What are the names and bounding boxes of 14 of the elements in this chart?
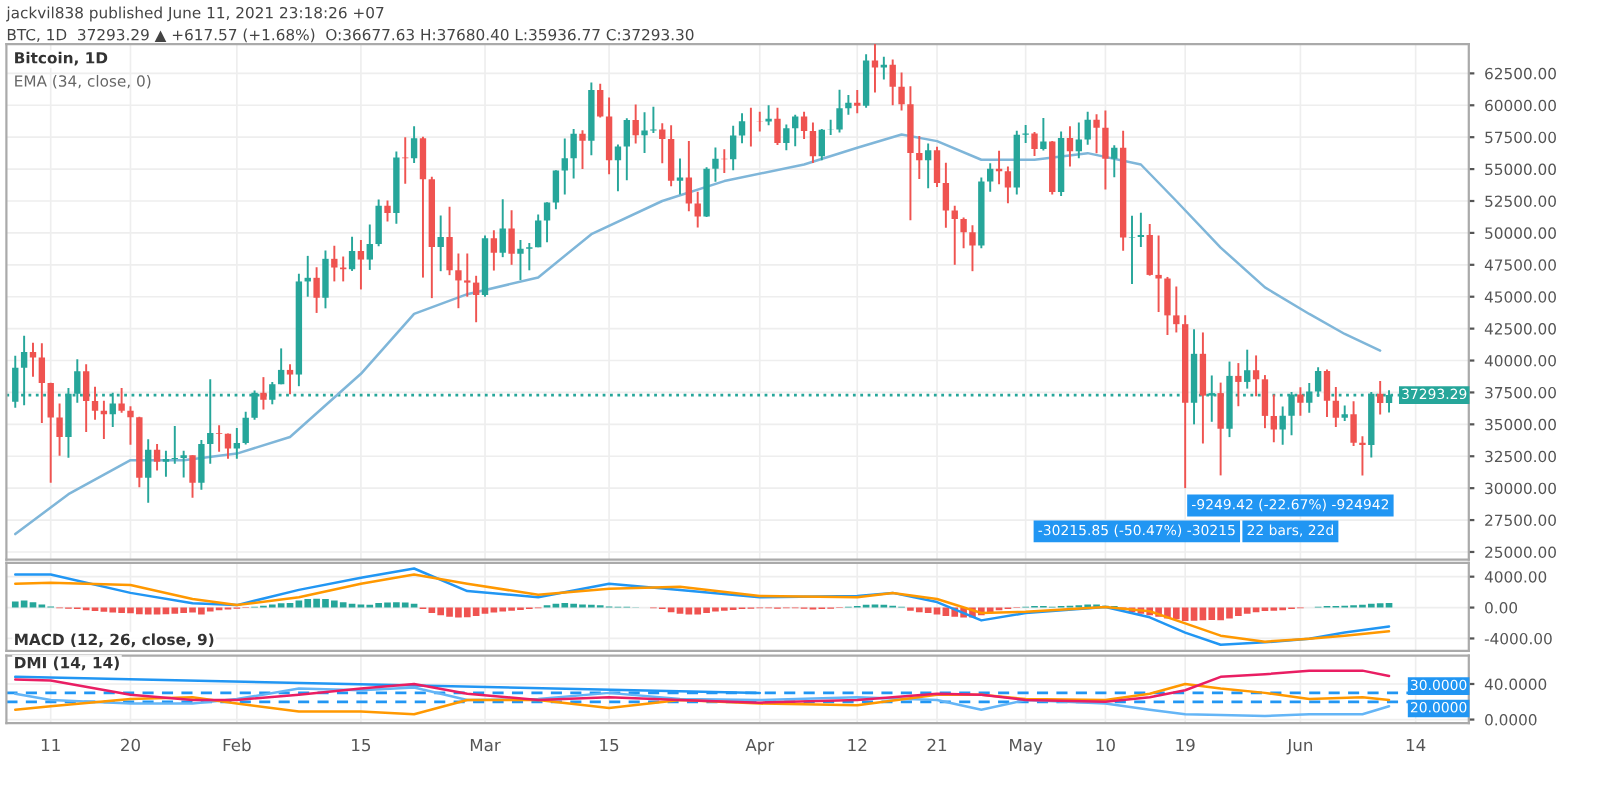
x-tick-label: May <box>1010 738 1043 755</box>
x-tick-label: 19 <box>1176 738 1195 752</box>
x-tick-label: 20 <box>121 738 140 752</box>
x-tick-label: 15 <box>600 738 619 752</box>
x-tick-label: 21 <box>927 738 947 752</box>
x-tick-label: Apr <box>745 738 775 755</box>
x-tick-label: Mar <box>470 738 501 752</box>
x-tick-label: 10 <box>1096 738 1115 752</box>
x-tick-label: 14 <box>1406 738 1426 752</box>
x-tick-label: Jun <box>1286 738 1313 755</box>
x-tick-label: 12 <box>848 738 867 752</box>
x-tick-label: Feb <box>223 738 251 752</box>
x-tick-label: 15 <box>352 738 371 752</box>
x-tick-label: 11 <box>41 738 60 752</box>
